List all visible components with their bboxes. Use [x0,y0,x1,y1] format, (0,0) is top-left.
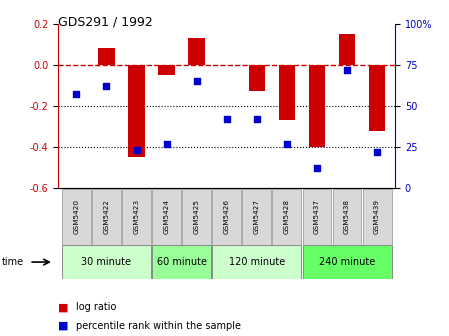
FancyBboxPatch shape [152,245,211,279]
Text: GSM5428: GSM5428 [284,199,290,234]
Text: log ratio: log ratio [76,302,117,312]
Text: GSM5422: GSM5422 [103,199,110,234]
Text: GDS291 / 1992: GDS291 / 1992 [58,15,153,28]
Text: 30 minute: 30 minute [81,257,132,267]
Text: GSM5439: GSM5439 [374,199,380,234]
FancyBboxPatch shape [273,189,301,245]
FancyBboxPatch shape [182,189,211,245]
Point [283,141,291,146]
Bar [128,65,145,157]
Text: GSM5423: GSM5423 [133,199,140,234]
Point [163,141,170,146]
Point [343,67,351,72]
FancyBboxPatch shape [242,189,271,245]
FancyBboxPatch shape [122,189,151,245]
Point [73,92,80,97]
Point [133,148,140,153]
FancyBboxPatch shape [62,245,151,279]
Bar [339,34,355,65]
Bar [98,48,115,65]
Text: GSM5437: GSM5437 [314,199,320,234]
Text: GSM5438: GSM5438 [344,199,350,234]
Text: ■: ■ [58,302,69,312]
Point [253,116,260,122]
Text: GSM5425: GSM5425 [194,199,200,234]
FancyBboxPatch shape [363,189,392,245]
Text: time: time [2,257,24,267]
Point [313,166,321,171]
Text: GSM5424: GSM5424 [163,199,170,234]
FancyBboxPatch shape [212,245,301,279]
FancyBboxPatch shape [62,189,91,245]
FancyBboxPatch shape [303,189,331,245]
FancyBboxPatch shape [212,189,241,245]
FancyBboxPatch shape [333,189,361,245]
Point [193,79,200,84]
Bar [189,38,205,65]
Text: ■: ■ [58,321,69,331]
Bar [249,65,265,91]
Bar [369,65,385,131]
Text: 120 minute: 120 minute [229,257,285,267]
Bar [308,65,325,147]
Text: GSM5420: GSM5420 [73,199,79,234]
Text: GSM5427: GSM5427 [254,199,260,234]
FancyBboxPatch shape [92,189,121,245]
FancyBboxPatch shape [152,189,181,245]
Text: 240 minute: 240 minute [319,257,375,267]
Text: GSM5426: GSM5426 [224,199,230,234]
Text: 60 minute: 60 minute [157,257,207,267]
Text: percentile rank within the sample: percentile rank within the sample [76,321,241,331]
Point [103,83,110,89]
Bar [158,65,175,75]
Point [374,149,381,155]
Point [223,116,230,122]
FancyBboxPatch shape [303,245,392,279]
Bar [279,65,295,120]
